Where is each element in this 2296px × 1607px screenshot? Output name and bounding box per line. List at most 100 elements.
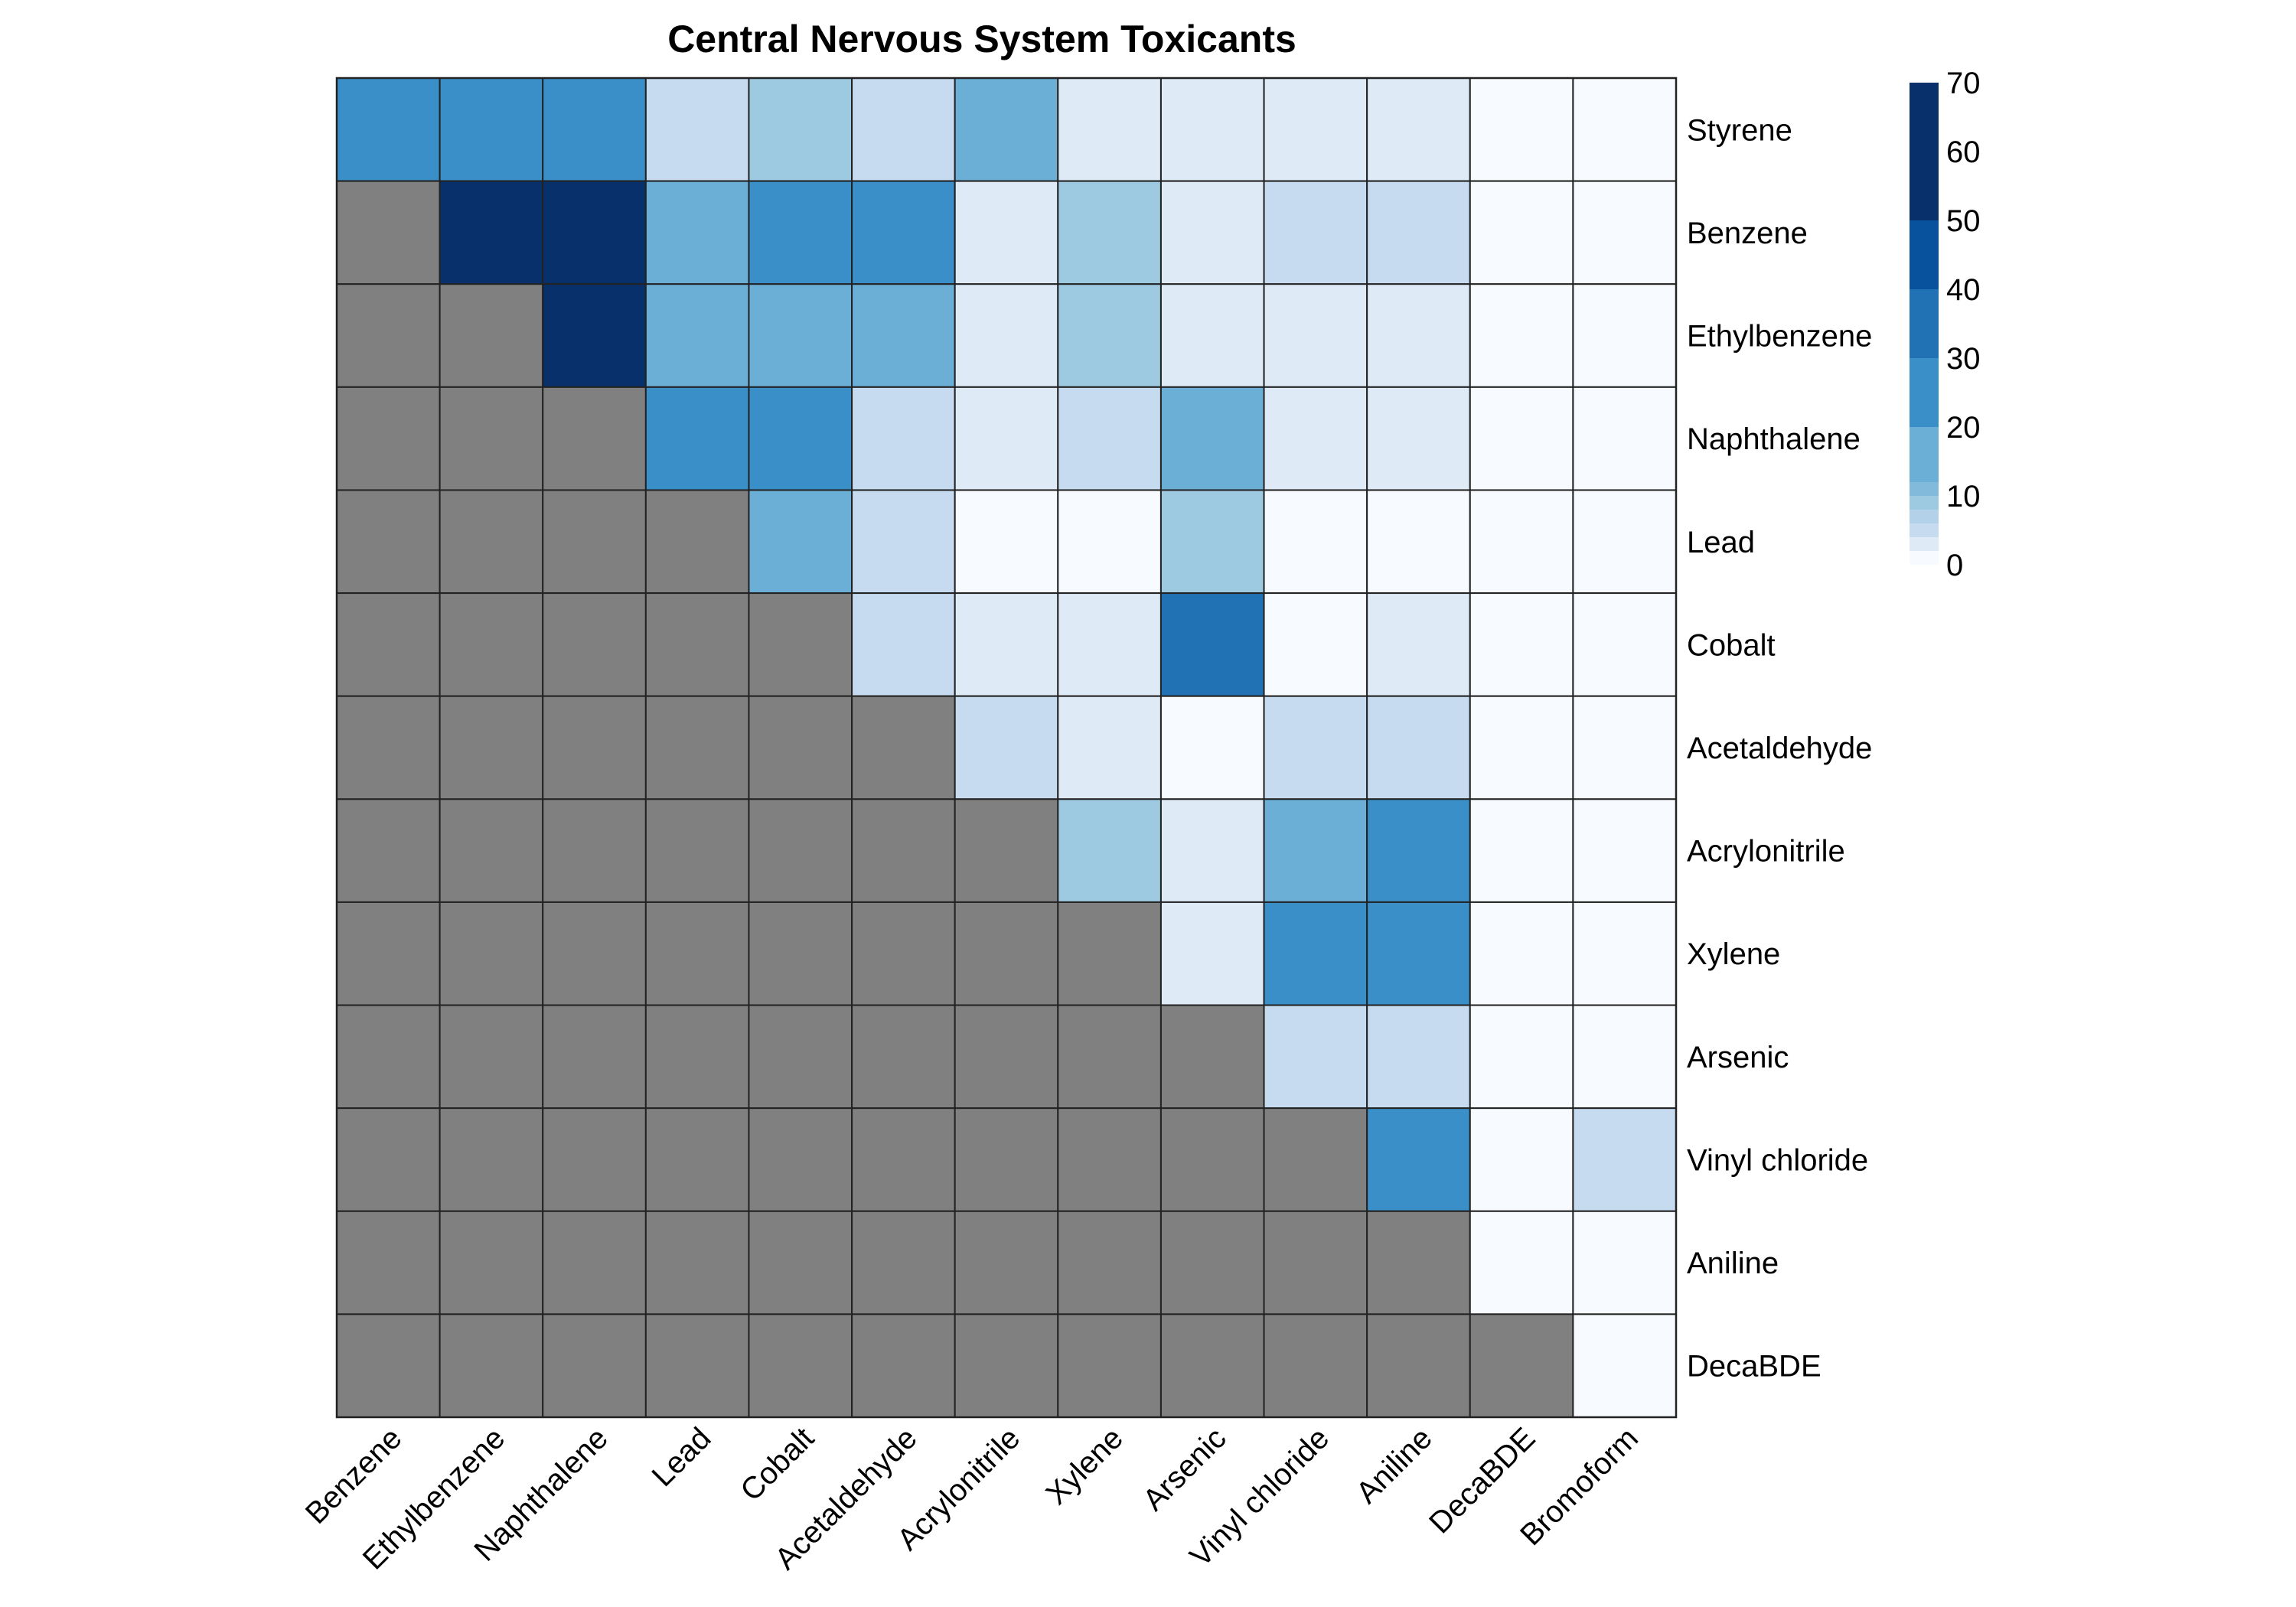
heatmap-cell-ethylbenzene-vinyl-chloride [1263, 283, 1368, 388]
heatmap-cell-decabde-acrylonitrile [954, 1313, 1059, 1419]
legend-swatch [1910, 427, 1939, 482]
heatmap-cell-aniline-acetaldehyde [851, 1210, 956, 1315]
legend-tick-label: 10 [1946, 480, 1981, 513]
heatmap-cell-styrene-aniline [1366, 77, 1471, 182]
row-label: Ethylbenzene [1687, 320, 1872, 354]
heatmap-cell-lead-ethylbenzene [439, 489, 544, 595]
heatmap-cell-benzene-lead [644, 180, 750, 285]
heatmap-cell-arsenic-lead [644, 1004, 750, 1110]
heatmap-cell-arsenic-cobalt [748, 1004, 853, 1110]
legend-swatch [1910, 482, 1939, 496]
heatmap-cell-acrylonitrile-ethylbenzene [439, 798, 544, 903]
heatmap-cell-arsenic-vinyl-chloride [1263, 1004, 1368, 1110]
legend-swatch [1910, 551, 1939, 565]
heatmap-cell-naphthalene-benzene [336, 386, 441, 491]
heatmap-cell-benzene-aniline [1366, 180, 1471, 285]
row-label: DecaBDE [1687, 1350, 1821, 1384]
heatmap-cell-arsenic-ethylbenzene [439, 1004, 544, 1110]
heatmap-cell-xylene-cobalt [748, 901, 853, 1006]
heatmap-cell-xylene-naphthalene [542, 901, 647, 1006]
heatmap-cell-decabde-arsenic [1159, 1313, 1265, 1419]
heatmap-cell-lead-xylene [1057, 489, 1162, 595]
heatmap-cell-benzene-vinyl-chloride [1263, 180, 1368, 285]
heatmap-cell-aniline-cobalt [748, 1210, 853, 1315]
heatmap-cell-arsenic-arsenic [1159, 1004, 1265, 1110]
heatmap-cell-vinyl-chloride-arsenic [1159, 1107, 1265, 1212]
heatmap-cell-cobalt-bromoform [1572, 592, 1677, 697]
heatmap-cell-lead-lead [644, 489, 750, 595]
heatmap-cell-ethylbenzene-benzene [336, 283, 441, 388]
heatmap-cell-ethylbenzene-xylene [1057, 283, 1162, 388]
column-label: Arsenic [1137, 1421, 1232, 1517]
heatmap-cell-lead-acetaldehyde [851, 489, 956, 595]
heatmap-cell-lead-vinyl-chloride [1263, 489, 1368, 595]
legend-swatch [1910, 523, 1939, 537]
heatmap-cell-acetaldehyde-xylene [1057, 695, 1162, 800]
heatmap-cell-acrylonitrile-arsenic [1159, 798, 1265, 903]
heatmap-cell-acetaldehyde-arsenic [1159, 695, 1265, 800]
heatmap-cell-decabde-acetaldehyde [851, 1313, 956, 1419]
row-label: Benzene [1687, 217, 1808, 250]
heatmap-cell-xylene-aniline [1366, 901, 1471, 1006]
heatmap-cell-arsenic-decabde [1469, 1004, 1574, 1110]
heatmap-cell-decabde-decabde [1469, 1313, 1574, 1419]
heatmap-cell-naphthalene-naphthalene [542, 386, 647, 491]
heatmap-cell-acetaldehyde-bromoform [1572, 695, 1677, 800]
heatmap-cell-benzene-xylene [1057, 180, 1162, 285]
heatmap-cell-lead-aniline [1366, 489, 1471, 595]
legend-tick-label: 0 [1946, 549, 1963, 582]
legend-tick-label: 70 [1946, 67, 1981, 100]
row-label: Xylene [1687, 937, 1780, 971]
heatmap-cell-acetaldehyde-benzene [336, 695, 441, 800]
heatmap-cell-styrene-vinyl-chloride [1263, 77, 1368, 182]
heatmap-cell-styrene-acetaldehyde [851, 77, 956, 182]
heatmap-cell-decabde-naphthalene [542, 1313, 647, 1419]
heatmap-cell-arsenic-acrylonitrile [954, 1004, 1059, 1110]
heatmap-cell-aniline-lead [644, 1210, 750, 1315]
heatmap-cell-acetaldehyde-cobalt [748, 695, 853, 800]
row-label: Acrylonitrile [1687, 835, 1845, 869]
heatmap-cell-benzene-decabde [1469, 180, 1574, 285]
heatmap-cell-ethylbenzene-acetaldehyde [851, 283, 956, 388]
heatmap-cell-arsenic-xylene [1057, 1004, 1162, 1110]
row-label: Aniline [1687, 1247, 1779, 1280]
heatmap-cell-styrene-acrylonitrile [954, 77, 1059, 182]
heatmap-cell-acetaldehyde-aniline [1366, 695, 1471, 800]
heatmap-cell-naphthalene-vinyl-chloride [1263, 386, 1368, 491]
heatmap-cell-acrylonitrile-lead [644, 798, 750, 903]
row-label: Cobalt [1687, 628, 1776, 662]
heatmap-cell-aniline-naphthalene [542, 1210, 647, 1315]
heatmap-cell-decabde-lead [644, 1313, 750, 1419]
heatmap-cell-lead-naphthalene [542, 489, 647, 595]
heatmap-cell-acrylonitrile-xylene [1057, 798, 1162, 903]
heatmap-cell-styrene-benzene [336, 77, 441, 182]
row-label: Lead [1687, 526, 1755, 559]
heatmap-cell-styrene-arsenic [1159, 77, 1265, 182]
heatmap-cell-lead-benzene [336, 489, 441, 595]
row-labels: Styrene Benzene Ethylbenzene Naphthalene Lea… [1687, 113, 1872, 1383]
heatmap-cell-acrylonitrile-naphthalene [542, 798, 647, 903]
heatmap-cell-vinyl-chloride-naphthalene [542, 1107, 647, 1212]
heatmap-cell-acrylonitrile-aniline [1366, 798, 1471, 903]
heatmap-cell-vinyl-chloride-lead [644, 1107, 750, 1212]
heatmap-cell-cobalt-naphthalene [542, 592, 647, 697]
heatmap-cell-acetaldehyde-acrylonitrile [954, 695, 1059, 800]
heatmap-cell-naphthalene-arsenic [1159, 386, 1265, 491]
heatmap-cell-ethylbenzene-arsenic [1159, 283, 1265, 388]
heatmap-cell-acrylonitrile-acetaldehyde [851, 798, 956, 903]
heatmap-cell-cobalt-acrylonitrile [954, 592, 1059, 697]
heatmap-cell-decabde-aniline [1366, 1313, 1471, 1419]
heatmap-cell-vinyl-chloride-cobalt [748, 1107, 853, 1212]
heatmap-cell-arsenic-acetaldehyde [851, 1004, 956, 1110]
heatmap-cell-xylene-lead [644, 901, 750, 1006]
legend-swatch [1910, 220, 1939, 289]
heatmap-cell-ethylbenzene-cobalt [748, 283, 853, 388]
heatmap-cell-vinyl-chloride-vinyl-chloride [1263, 1107, 1368, 1212]
heatmap-cell-xylene-bromoform [1572, 901, 1677, 1006]
color-legend: 0 10 20 30 40 50 60 70 [1910, 67, 1981, 582]
heatmap-cell-vinyl-chloride-ethylbenzene [439, 1107, 544, 1212]
heatmap-cell-acetaldehyde-vinyl-chloride [1263, 695, 1368, 800]
heatmap-cell-aniline-xylene [1057, 1210, 1162, 1315]
heatmap-cell-decabde-cobalt [748, 1313, 853, 1419]
